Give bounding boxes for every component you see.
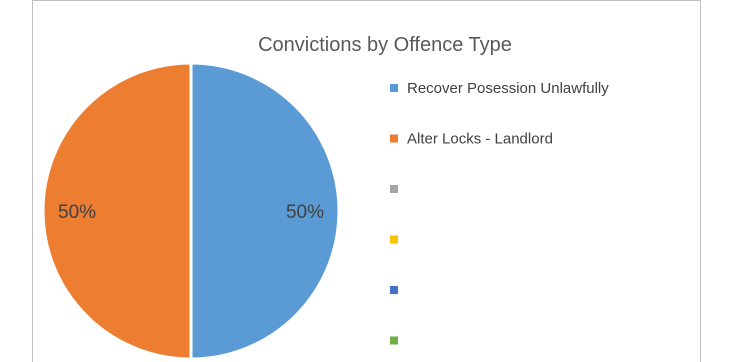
legend-label-0: Recover Posession Unlawfully bbox=[407, 80, 609, 97]
data-labels: 50% 50% bbox=[58, 202, 324, 223]
legend-swatch-4 bbox=[390, 286, 398, 294]
legend-swatch-3 bbox=[390, 235, 398, 244]
legend-label-1: Alter Locks - Landlord bbox=[407, 131, 553, 148]
data-label-1: 50% bbox=[58, 202, 96, 223]
pie-slice-0 bbox=[189, 61, 341, 361]
data-label-0: 50% bbox=[286, 202, 324, 223]
legend-swatch-2 bbox=[390, 185, 398, 193]
legend: Recover Posession Unlawfully Alter Locks … bbox=[390, 80, 609, 345]
legend-swatch-0 bbox=[390, 84, 398, 92]
pie-slice-1 bbox=[41, 61, 193, 361]
legend-swatch-1 bbox=[390, 134, 398, 143]
pie-slices bbox=[41, 61, 341, 361]
legend-swatch-5 bbox=[390, 336, 398, 345]
chart-title: Convictions by Offence Type bbox=[258, 34, 512, 56]
